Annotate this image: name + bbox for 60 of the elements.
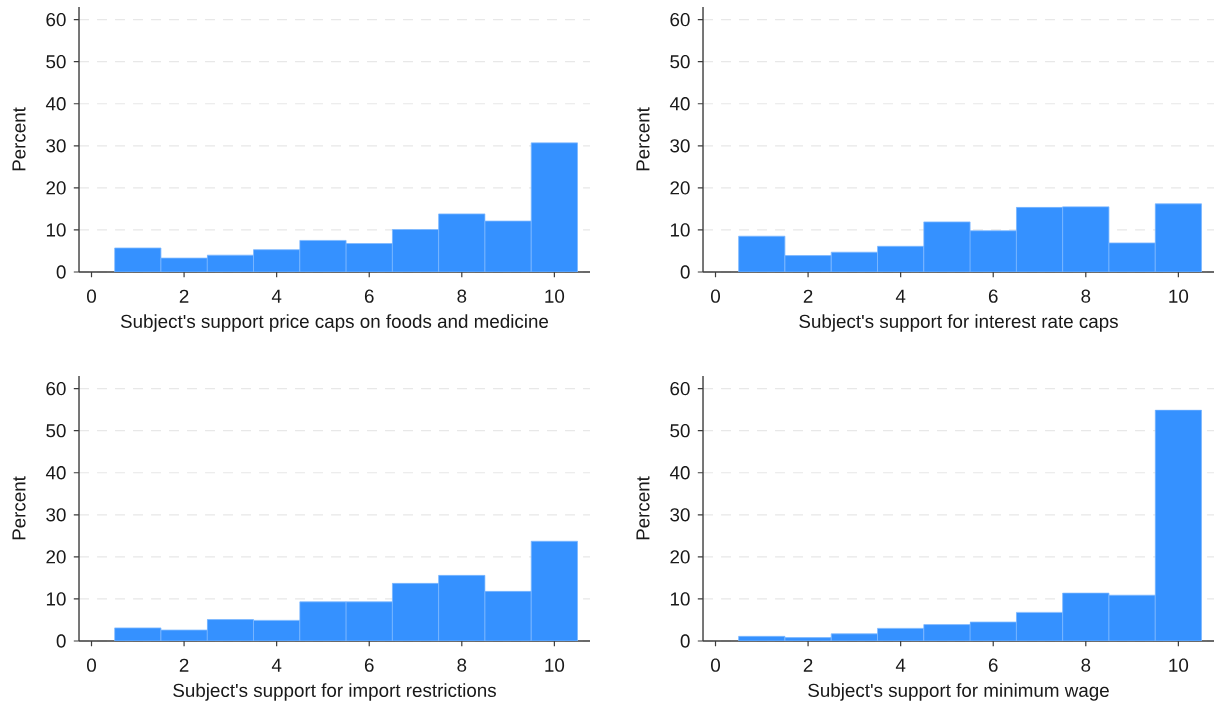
x-tick-label: 8 (457, 658, 467, 672)
y-tick-label: 30 (670, 139, 690, 153)
y-tick-label: 0 (680, 265, 690, 279)
y-tick-label: 30 (46, 139, 66, 153)
y-tick-label: 10 (46, 223, 66, 237)
y-tick-label: 50 (670, 55, 690, 69)
x-tick-label: 10 (545, 658, 565, 672)
y-tick-label: 20 (670, 550, 690, 564)
x-tick-label: 6 (988, 658, 998, 672)
y-tick-label: 60 (670, 381, 690, 396)
y-tick-label: 10 (46, 592, 66, 606)
y-tick-label: 10 (670, 223, 690, 237)
y-axis-title: Percent (636, 107, 650, 171)
x-axis-title: Subject's support for import restrictions (173, 683, 496, 701)
x-tick-label: 2 (179, 658, 189, 672)
y-tick-label: 0 (56, 634, 66, 648)
x-axis-title: Subject's support price caps on foods and medicine (120, 314, 549, 332)
x-tick-label: 10 (545, 289, 565, 303)
x-tick-label: 0 (87, 658, 97, 672)
x-tick-label: 8 (1081, 289, 1091, 303)
x-tick-label: 4 (271, 289, 282, 303)
x-tick-label: 4 (895, 289, 906, 303)
x-tick-label: 4 (271, 658, 282, 672)
y-tick-label: 40 (45, 466, 66, 480)
y-axis-title: Percent (12, 107, 26, 171)
x-tick-label: 10 (1169, 289, 1189, 303)
x-tick-label: 0 (711, 658, 720, 672)
y-tick-label: 40 (669, 97, 690, 111)
x-tick-label: 6 (364, 289, 374, 303)
x-tick-label: 2 (803, 658, 813, 672)
x-tick-label: 2 (803, 289, 813, 303)
y-tick-label: 10 (670, 592, 690, 606)
y-tick-label: 30 (46, 508, 66, 522)
y-tick-label: 0 (680, 634, 690, 648)
x-tick-label: 4 (895, 658, 906, 672)
x-axis-title: Subject's support for interest rate caps (799, 314, 1118, 332)
x-tick-label: 8 (457, 289, 467, 303)
y-tick-label: 30 (670, 508, 690, 522)
y-tick-label: 60 (46, 12, 66, 27)
y-tick-label: 60 (670, 12, 690, 27)
y-axis-title: Percent (636, 476, 650, 540)
x-tick-label: 8 (1081, 658, 1091, 672)
x-axis-title: Subject's support for minimum wage (808, 683, 1109, 701)
y-tick-label: 20 (46, 550, 66, 564)
y-tick-label: 50 (46, 424, 66, 438)
y-tick-label: 40 (45, 97, 66, 111)
y-axis-title: Percent (12, 476, 26, 540)
y-tick-label: 20 (670, 181, 690, 195)
y-tick-label: 20 (46, 181, 66, 195)
x-tick-label: 0 (87, 289, 97, 303)
x-tick-label: 6 (988, 289, 998, 303)
x-tick-label: 6 (364, 658, 374, 672)
y-tick-label: 0 (56, 265, 66, 279)
y-tick-label: 50 (670, 424, 690, 438)
y-tick-label: 60 (46, 381, 66, 396)
x-tick-label: 2 (179, 289, 189, 303)
y-tick-label: 50 (46, 55, 66, 69)
y-tick-label: 40 (669, 466, 690, 480)
x-tick-label: 0 (711, 289, 720, 303)
x-tick-label: 10 (1169, 658, 1189, 672)
